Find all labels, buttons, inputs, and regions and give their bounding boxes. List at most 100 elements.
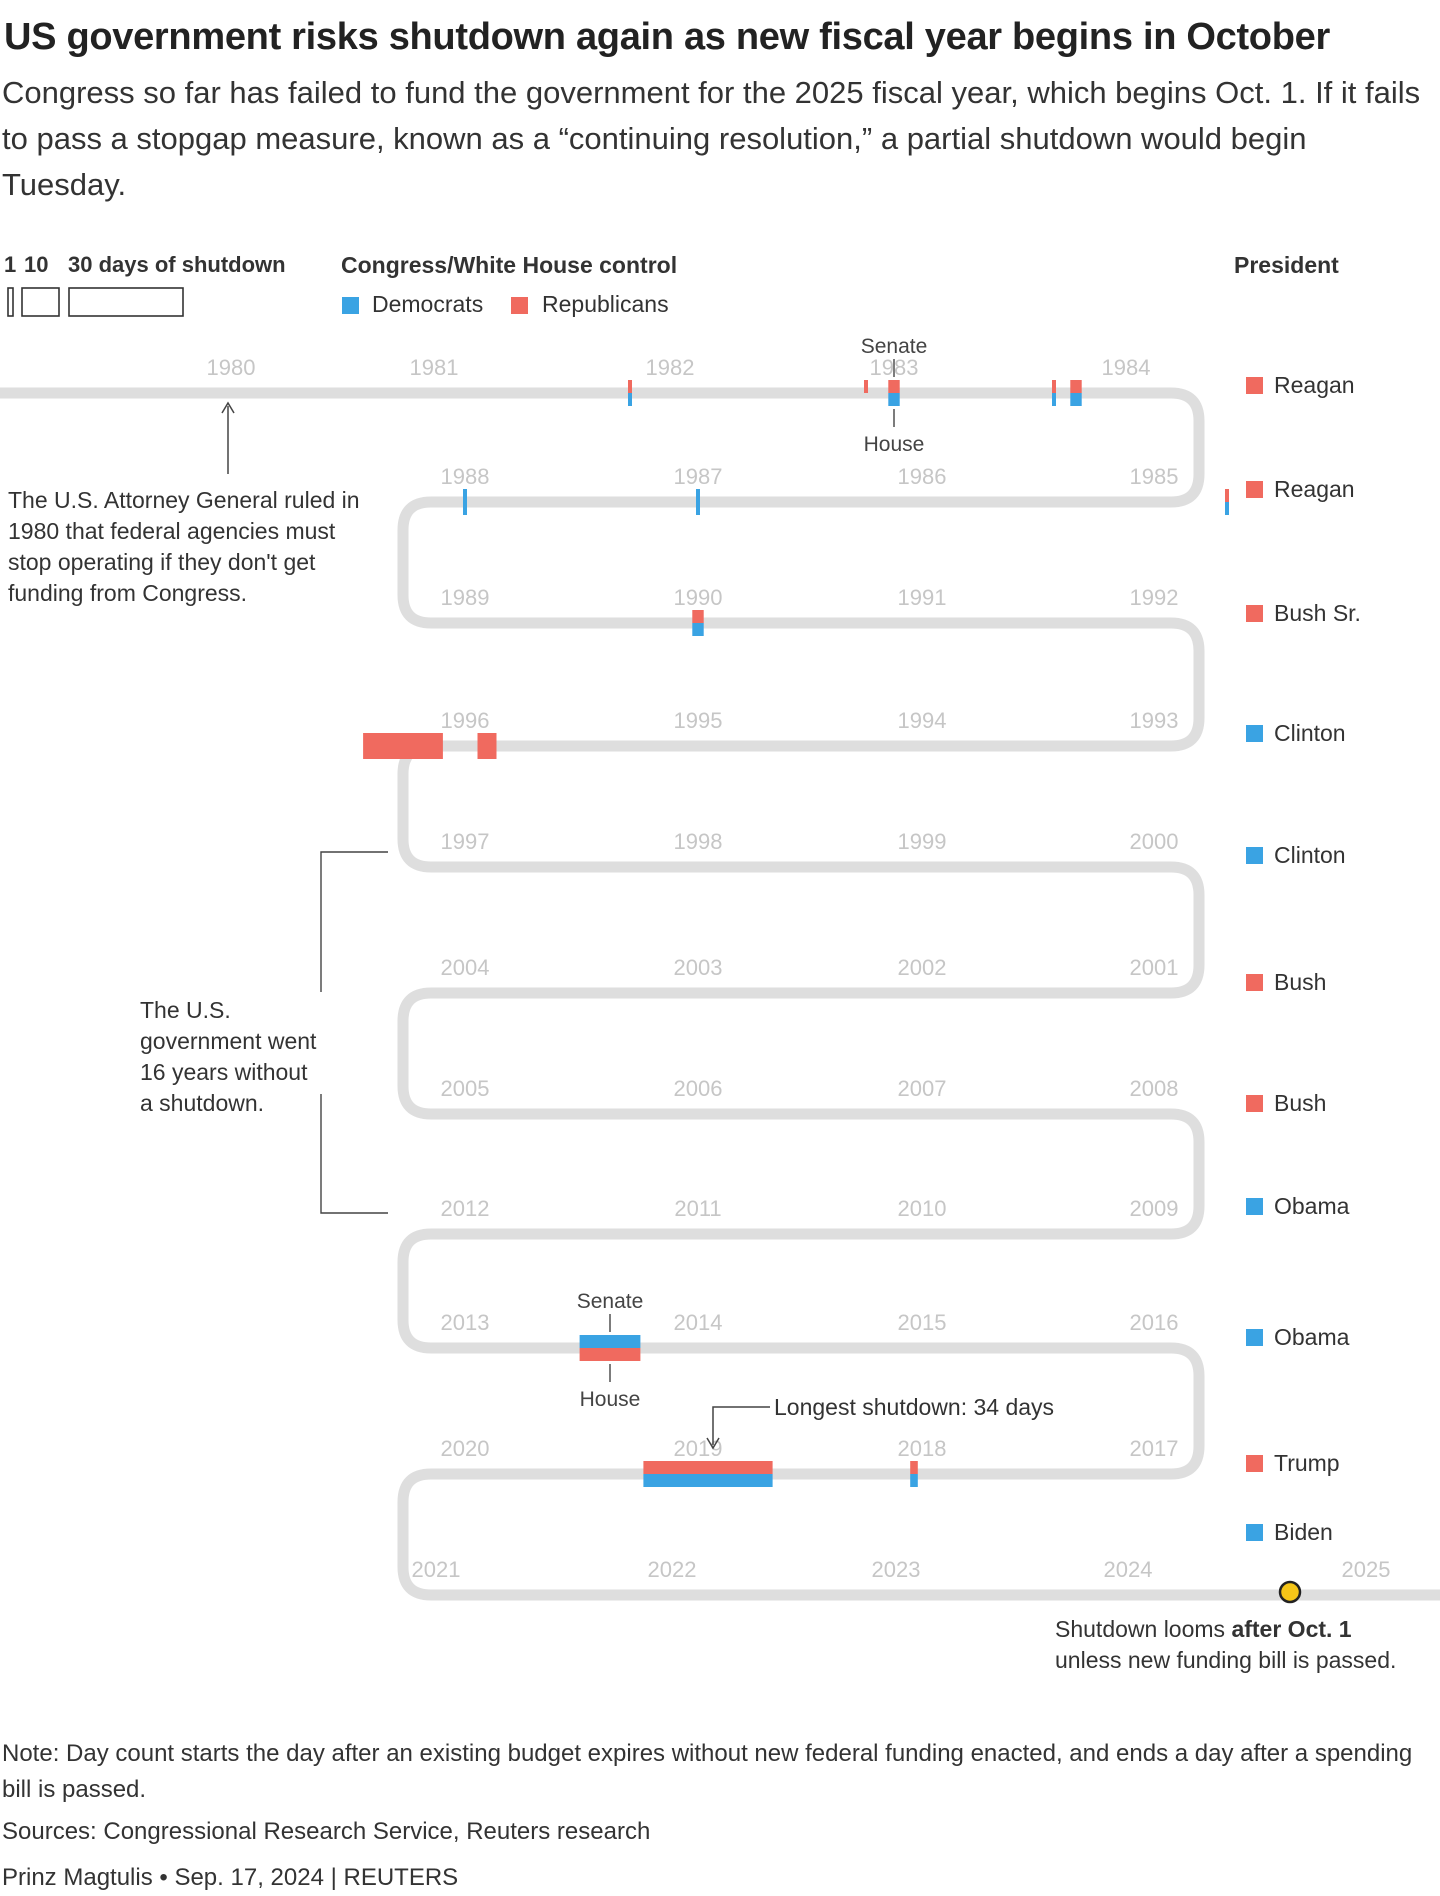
year-label-2009: 2009 (1130, 1196, 1179, 1221)
president-name-9: Trump (1274, 1450, 1340, 1476)
shutdown-bar-senate-1983-1 (864, 380, 868, 393)
year-label-2004: 2004 (441, 955, 490, 980)
year-label-2022: 2022 (648, 1557, 697, 1582)
year-label-2023: 2023 (872, 1557, 921, 1582)
president-swatch-6 (1246, 1095, 1263, 1112)
party-legend-title: Congress/White House control (341, 252, 677, 278)
president-name-2: Bush Sr. (1274, 600, 1361, 626)
year-label-2018: 2018 (898, 1436, 947, 1461)
shutdown-bar-senate-1990-8 (692, 610, 704, 623)
year-label-2003: 2003 (674, 955, 723, 980)
shutdown-bar-senate-1985-5 (1225, 489, 1229, 502)
party-legend: Congress/White House control Democrats R… (341, 252, 1339, 317)
president-name-10: Biden (1274, 1519, 1333, 1545)
size-legend-label-10: 10 (24, 252, 48, 277)
gap-bracket-bottom (320, 1094, 388, 1214)
year-label-2021: 2021 (412, 1557, 461, 1582)
timeline-track (0, 387, 1440, 1601)
president-name-5: Bush (1274, 969, 1326, 995)
oct-1-marker (1278, 1580, 1302, 1604)
longest-pointer-arrowhead (706, 1437, 720, 1450)
president-name-3: Clinton (1274, 720, 1346, 746)
president-name-8: Obama (1274, 1324, 1350, 1350)
house-label-1: House (580, 1388, 641, 1411)
shutdown-bar-house-1983-2 (888, 393, 900, 406)
year-label-2014: 2014 (674, 1310, 723, 1335)
looms-text-line-2: unless new funding bill is passed. (1055, 1647, 1396, 1673)
year-label-2020: 2020 (441, 1436, 490, 1461)
credit-line: Prinz Magtulis • Sep. 17, 2024 | REUTERS (2, 1864, 459, 1891)
year-label-1984: 1984 (1102, 355, 1151, 380)
president-swatch-7 (1246, 1198, 1263, 1215)
shutdown-bar-senate-2014-11 (579, 1335, 641, 1348)
size-legend-box-30 (68, 287, 184, 317)
chart-subtitle: Congress so far has failed to fund the g… (2, 75, 1421, 202)
president-name-4: Clinton (1274, 842, 1346, 868)
timeline-track-path (0, 387, 1440, 1601)
attorney-general-text: The U.S. Attorney General ruled in 1980 t… (8, 487, 360, 606)
legend-label-republicans: Republicans (542, 291, 669, 317)
year-label-2000: 2000 (1130, 829, 1179, 854)
senate-label-0: Senate (861, 335, 928, 358)
year-label-2019: 2019 (674, 1436, 723, 1461)
year-label-2015: 2015 (898, 1310, 947, 1335)
shutdown-bar-1988-7 (463, 489, 467, 515)
year-label-1996: 1996 (441, 708, 490, 733)
house-label-0: House (864, 433, 925, 456)
legend-label-democrats: Democrats (372, 291, 483, 317)
year-label-1988: 1988 (441, 464, 490, 489)
shutdown-bar-house-1990-8 (692, 623, 704, 636)
year-label-1989: 1989 (441, 585, 490, 610)
shutdown-bar-1987-6 (696, 489, 700, 515)
shutdown-timeline-chart: 1 10 30 days of shutdown Congress/White … (0, 252, 1440, 1673)
shutdown-bar-senate-1984-3 (1052, 380, 1056, 393)
year-label-1994: 1994 (898, 708, 947, 733)
year-labels: 1980 1981 1982 1983 198419851986198719881989… (207, 355, 1391, 1582)
year-label-1999: 1999 (898, 829, 947, 854)
year-label-2013: 2013 (441, 1310, 490, 1335)
gap-text: The U.S. government went 16 years without a… (140, 997, 317, 1116)
annotation-looms: Shutdown looms after Oct. 1 unless new f… (1055, 1616, 1396, 1673)
year-label-1987: 1987 (674, 464, 723, 489)
year-label-1985: 1985 (1130, 464, 1179, 489)
shutdown-bars: Senate House Senate House (363, 335, 1302, 1604)
size-legend-label-1: 1 (4, 252, 16, 277)
year-label-2016: 2016 (1130, 1310, 1179, 1335)
shutdown-bar-senate-2019-13 (643, 1461, 773, 1474)
footnote: Note: Day count starts the day after an … (2, 1740, 1413, 1803)
size-legend-box-1 (7, 287, 14, 317)
senate-label-1: Senate (577, 1290, 644, 1313)
shutdown-bar-house-1984-3 (1052, 393, 1056, 406)
annotation-attorney-general: The U.S. Attorney General ruled in 1980 t… (8, 401, 360, 606)
size-legend: 1 10 30 days of shutdown (4, 252, 286, 317)
shutdown-bar-senate-2018-12 (910, 1461, 918, 1474)
president-name-6: Bush (1274, 1090, 1326, 1116)
year-label-2008: 2008 (1130, 1076, 1179, 1101)
president-swatch-1 (1246, 481, 1263, 498)
year-label-1997: 1997 (441, 829, 490, 854)
looms-text-line-1: Shutdown looms after Oct. 1 (1055, 1616, 1352, 1642)
president-swatch-5 (1246, 974, 1263, 991)
year-label-1995: 1995 (674, 708, 723, 733)
year-label-1981: 1981 (410, 355, 459, 380)
gap-bracket-top (320, 851, 388, 992)
year-label-2025: 2025 (1342, 1557, 1391, 1582)
shutdown-bar-senate-1984-4 (1070, 380, 1082, 393)
president-name-1: Reagan (1274, 476, 1355, 502)
year-label-1986: 1986 (898, 464, 947, 489)
year-label-2006: 2006 (674, 1076, 723, 1101)
president-swatch-0 (1246, 377, 1263, 394)
year-label-1990: 1990 (674, 585, 723, 610)
annotation-longest: Longest shutdown: 34 days (706, 1394, 1054, 1450)
longest-pointer-line (712, 1406, 770, 1445)
shutdown-bar-house-2018-12 (910, 1474, 918, 1487)
year-label-1991: 1991 (898, 585, 947, 610)
shutdown-bar-1996-10 (477, 733, 497, 759)
legend-swatch-republicans (511, 297, 528, 314)
year-label-2005: 2005 (441, 1076, 490, 1101)
president-labels: Reagan Reagan Bush Sr. Clinton Clinton Bush Bu… (1246, 372, 1361, 1545)
longest-text: Longest shutdown: 34 days (774, 1394, 1054, 1420)
year-label-2002: 2002 (898, 955, 947, 980)
size-legend-title: 30 days of shutdown (68, 252, 286, 277)
year-label-2017: 2017 (1130, 1436, 1179, 1461)
